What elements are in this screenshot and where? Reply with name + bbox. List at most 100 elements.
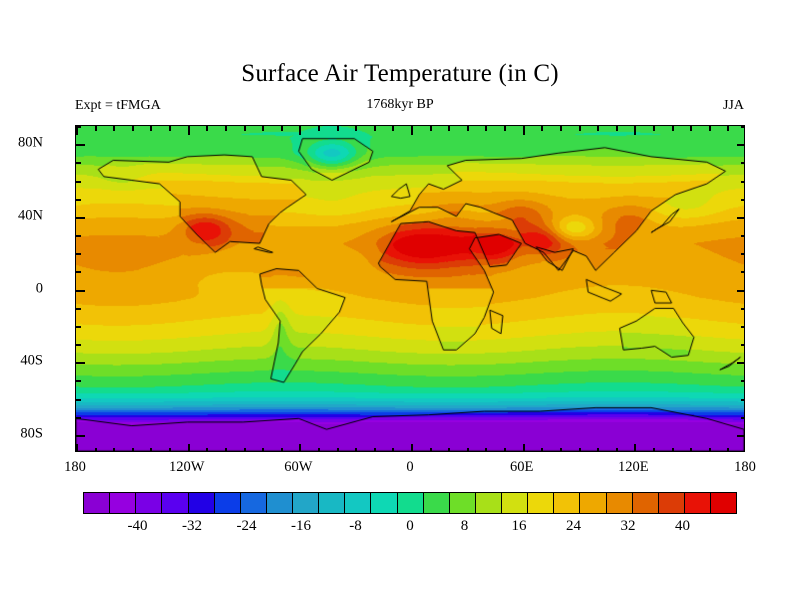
colorbar-tick-label: 16 [511, 518, 527, 534]
axis-tick [485, 448, 487, 451]
colorbar-cell [371, 493, 398, 513]
axis-tick [467, 126, 469, 131]
axis-tick [616, 126, 618, 131]
axis-tick [504, 126, 506, 131]
colorbar-cell [266, 493, 293, 513]
colorbar-cell [606, 493, 633, 513]
colorbar-cell [528, 493, 555, 513]
axis-tick [597, 126, 599, 131]
axis-tick [741, 417, 744, 419]
y-axis-label: 40N [18, 207, 43, 224]
axis-tick [76, 417, 81, 419]
x-axis-label: 180 [734, 459, 756, 475]
axis-tick [113, 448, 115, 451]
colorbar-cell [423, 493, 450, 513]
colorbar-cell [397, 493, 424, 513]
season-label: JJA [722, 98, 744, 113]
axis-tick [374, 126, 376, 131]
axis-tick [737, 144, 744, 146]
axis-tick [741, 162, 744, 164]
x-axis-label: 60E [509, 459, 534, 475]
axis-tick [262, 126, 264, 131]
colorbar-cell [345, 493, 372, 513]
axis-tick [430, 126, 432, 131]
axis-tick [448, 126, 450, 131]
axis-tick [76, 344, 81, 346]
axis-tick [634, 126, 636, 135]
x-axis-label: 180 [64, 459, 86, 475]
colorbar-cell [502, 493, 529, 513]
axis-tick [737, 290, 744, 292]
axis-tick [206, 448, 208, 451]
axis-tick [76, 380, 81, 382]
axis-tick [337, 126, 339, 131]
axis-tick [76, 126, 81, 128]
axis-tick [76, 181, 81, 183]
axis-tick [244, 126, 246, 131]
axis-tick [76, 362, 85, 364]
axis-tick [76, 435, 85, 437]
y-axis-label: 40S [20, 352, 43, 369]
page-title: Surface Air Temperature (in C) [241, 60, 559, 87]
axis-tick [411, 444, 413, 451]
axis-tick [523, 126, 525, 135]
axis-tick [355, 448, 357, 451]
colorbar-cell [240, 493, 267, 513]
axis-tick [76, 144, 85, 146]
axis-tick [709, 448, 711, 451]
colorbar-cell [136, 493, 163, 513]
axis-tick [244, 448, 246, 451]
axis-tick [653, 126, 655, 131]
colorbar-cell [554, 493, 581, 513]
axis-tick [579, 126, 581, 131]
axis-tick [299, 126, 301, 135]
colorbar-cell [84, 493, 111, 513]
axis-tick [634, 444, 636, 451]
axis-tick [741, 181, 744, 183]
axis-tick [741, 308, 744, 310]
axis-tick [76, 162, 81, 164]
axis-tick [560, 448, 562, 451]
axis-tick [741, 380, 744, 382]
axis-tick [76, 290, 85, 292]
axis-tick [741, 199, 744, 201]
colorbar-tick-label: -40 [127, 518, 148, 534]
colorbar-tick-label: -24 [236, 518, 257, 534]
colorbar-cell [449, 493, 476, 513]
axis-tick [709, 126, 711, 131]
axis-tick [690, 126, 692, 131]
axis-tick [616, 448, 618, 451]
colorbar-cell [162, 493, 189, 513]
axis-tick [741, 399, 744, 401]
axis-tick [262, 448, 264, 451]
axis-tick [741, 271, 744, 273]
axis-tick [727, 126, 729, 131]
axis-tick [150, 126, 152, 131]
x-axis-label: 120E [618, 459, 649, 475]
axis-tick [741, 326, 744, 328]
axis-tick [741, 126, 744, 128]
axis-tick [448, 448, 450, 451]
axis-tick [672, 448, 674, 451]
axis-tick [597, 448, 599, 451]
axis-tick [95, 126, 97, 131]
axis-tick [76, 235, 81, 237]
axis-tick [541, 126, 543, 131]
axis-tick [95, 448, 97, 451]
temperature-heatmap [76, 126, 744, 451]
axis-tick [741, 344, 744, 346]
axis-tick [132, 126, 134, 131]
colorbar-tick-label: 32 [620, 518, 636, 534]
colorbar-tick-label: -16 [291, 518, 311, 534]
axis-tick [560, 126, 562, 131]
axis-tick [281, 448, 283, 451]
axis-tick [76, 308, 81, 310]
axis-tick [504, 448, 506, 451]
axis-tick [467, 448, 469, 451]
axis-tick [672, 126, 674, 131]
axis-tick [76, 444, 78, 451]
axis-tick [653, 448, 655, 451]
axis-tick [188, 444, 190, 451]
axis-tick [188, 126, 190, 135]
